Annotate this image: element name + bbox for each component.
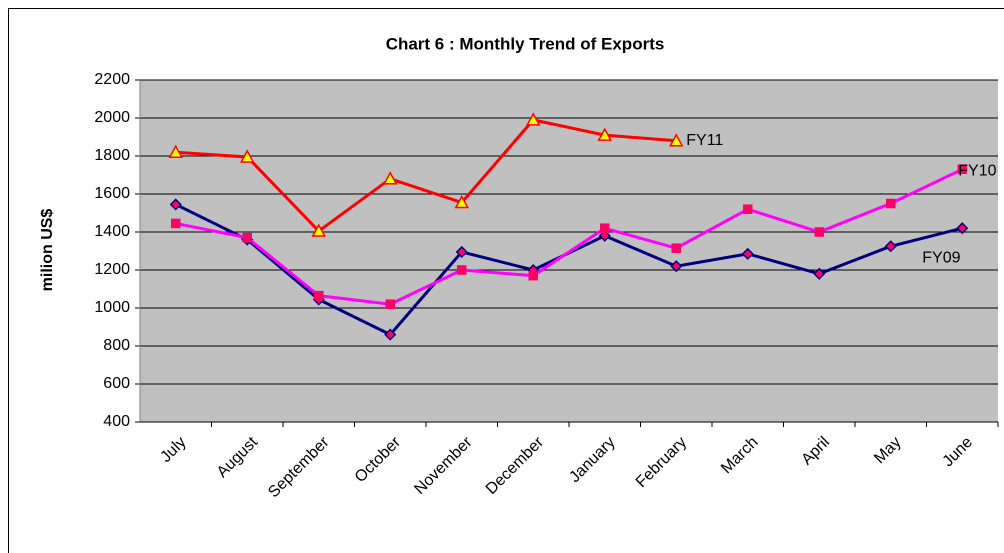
point [169, 198, 182, 211]
point [242, 232, 252, 243]
point [525, 112, 541, 126]
point [382, 171, 398, 185]
point [743, 204, 753, 214]
y-axis-label: milion US$ [39, 209, 56, 292]
point [671, 243, 681, 253]
point [886, 198, 896, 209]
point [598, 229, 611, 242]
point [385, 299, 395, 309]
point [171, 218, 181, 229]
point [384, 328, 397, 341]
point [457, 265, 467, 275]
y-tick-label: 800 [103, 337, 130, 354]
point [957, 164, 967, 175]
point [884, 240, 897, 253]
point [741, 247, 754, 260]
point [314, 290, 324, 301]
point [528, 270, 538, 281]
y-tick-label: 600 [103, 375, 130, 392]
point [311, 223, 327, 237]
point [956, 222, 969, 235]
series-label: FY10 [958, 163, 996, 180]
y-tick-label: 2000 [94, 109, 130, 126]
point [668, 133, 684, 147]
y-tick-label: 1000 [94, 299, 130, 316]
point [597, 127, 613, 141]
y-tick-label: 400 [103, 413, 130, 430]
series-label: FY09 [922, 249, 960, 266]
series-line [175, 118, 677, 234]
point [455, 245, 468, 259]
point [239, 149, 255, 163]
point [814, 227, 824, 237]
y-tick-label: 1400 [94, 223, 130, 240]
point [670, 260, 683, 273]
y-tick-label: 1600 [94, 185, 130, 202]
point [813, 267, 826, 280]
series-label: FY11 [686, 132, 723, 149]
series-line [175, 167, 963, 306]
y-tick-label: 1200 [94, 261, 130, 278]
chart-title: Chart 6 : Monthly Trend of Exports [386, 34, 665, 53]
point [454, 194, 470, 209]
y-tick-label: 2200 [94, 71, 130, 88]
point [600, 223, 610, 233]
point [168, 144, 184, 158]
y-tick-label: 1800 [94, 147, 130, 164]
